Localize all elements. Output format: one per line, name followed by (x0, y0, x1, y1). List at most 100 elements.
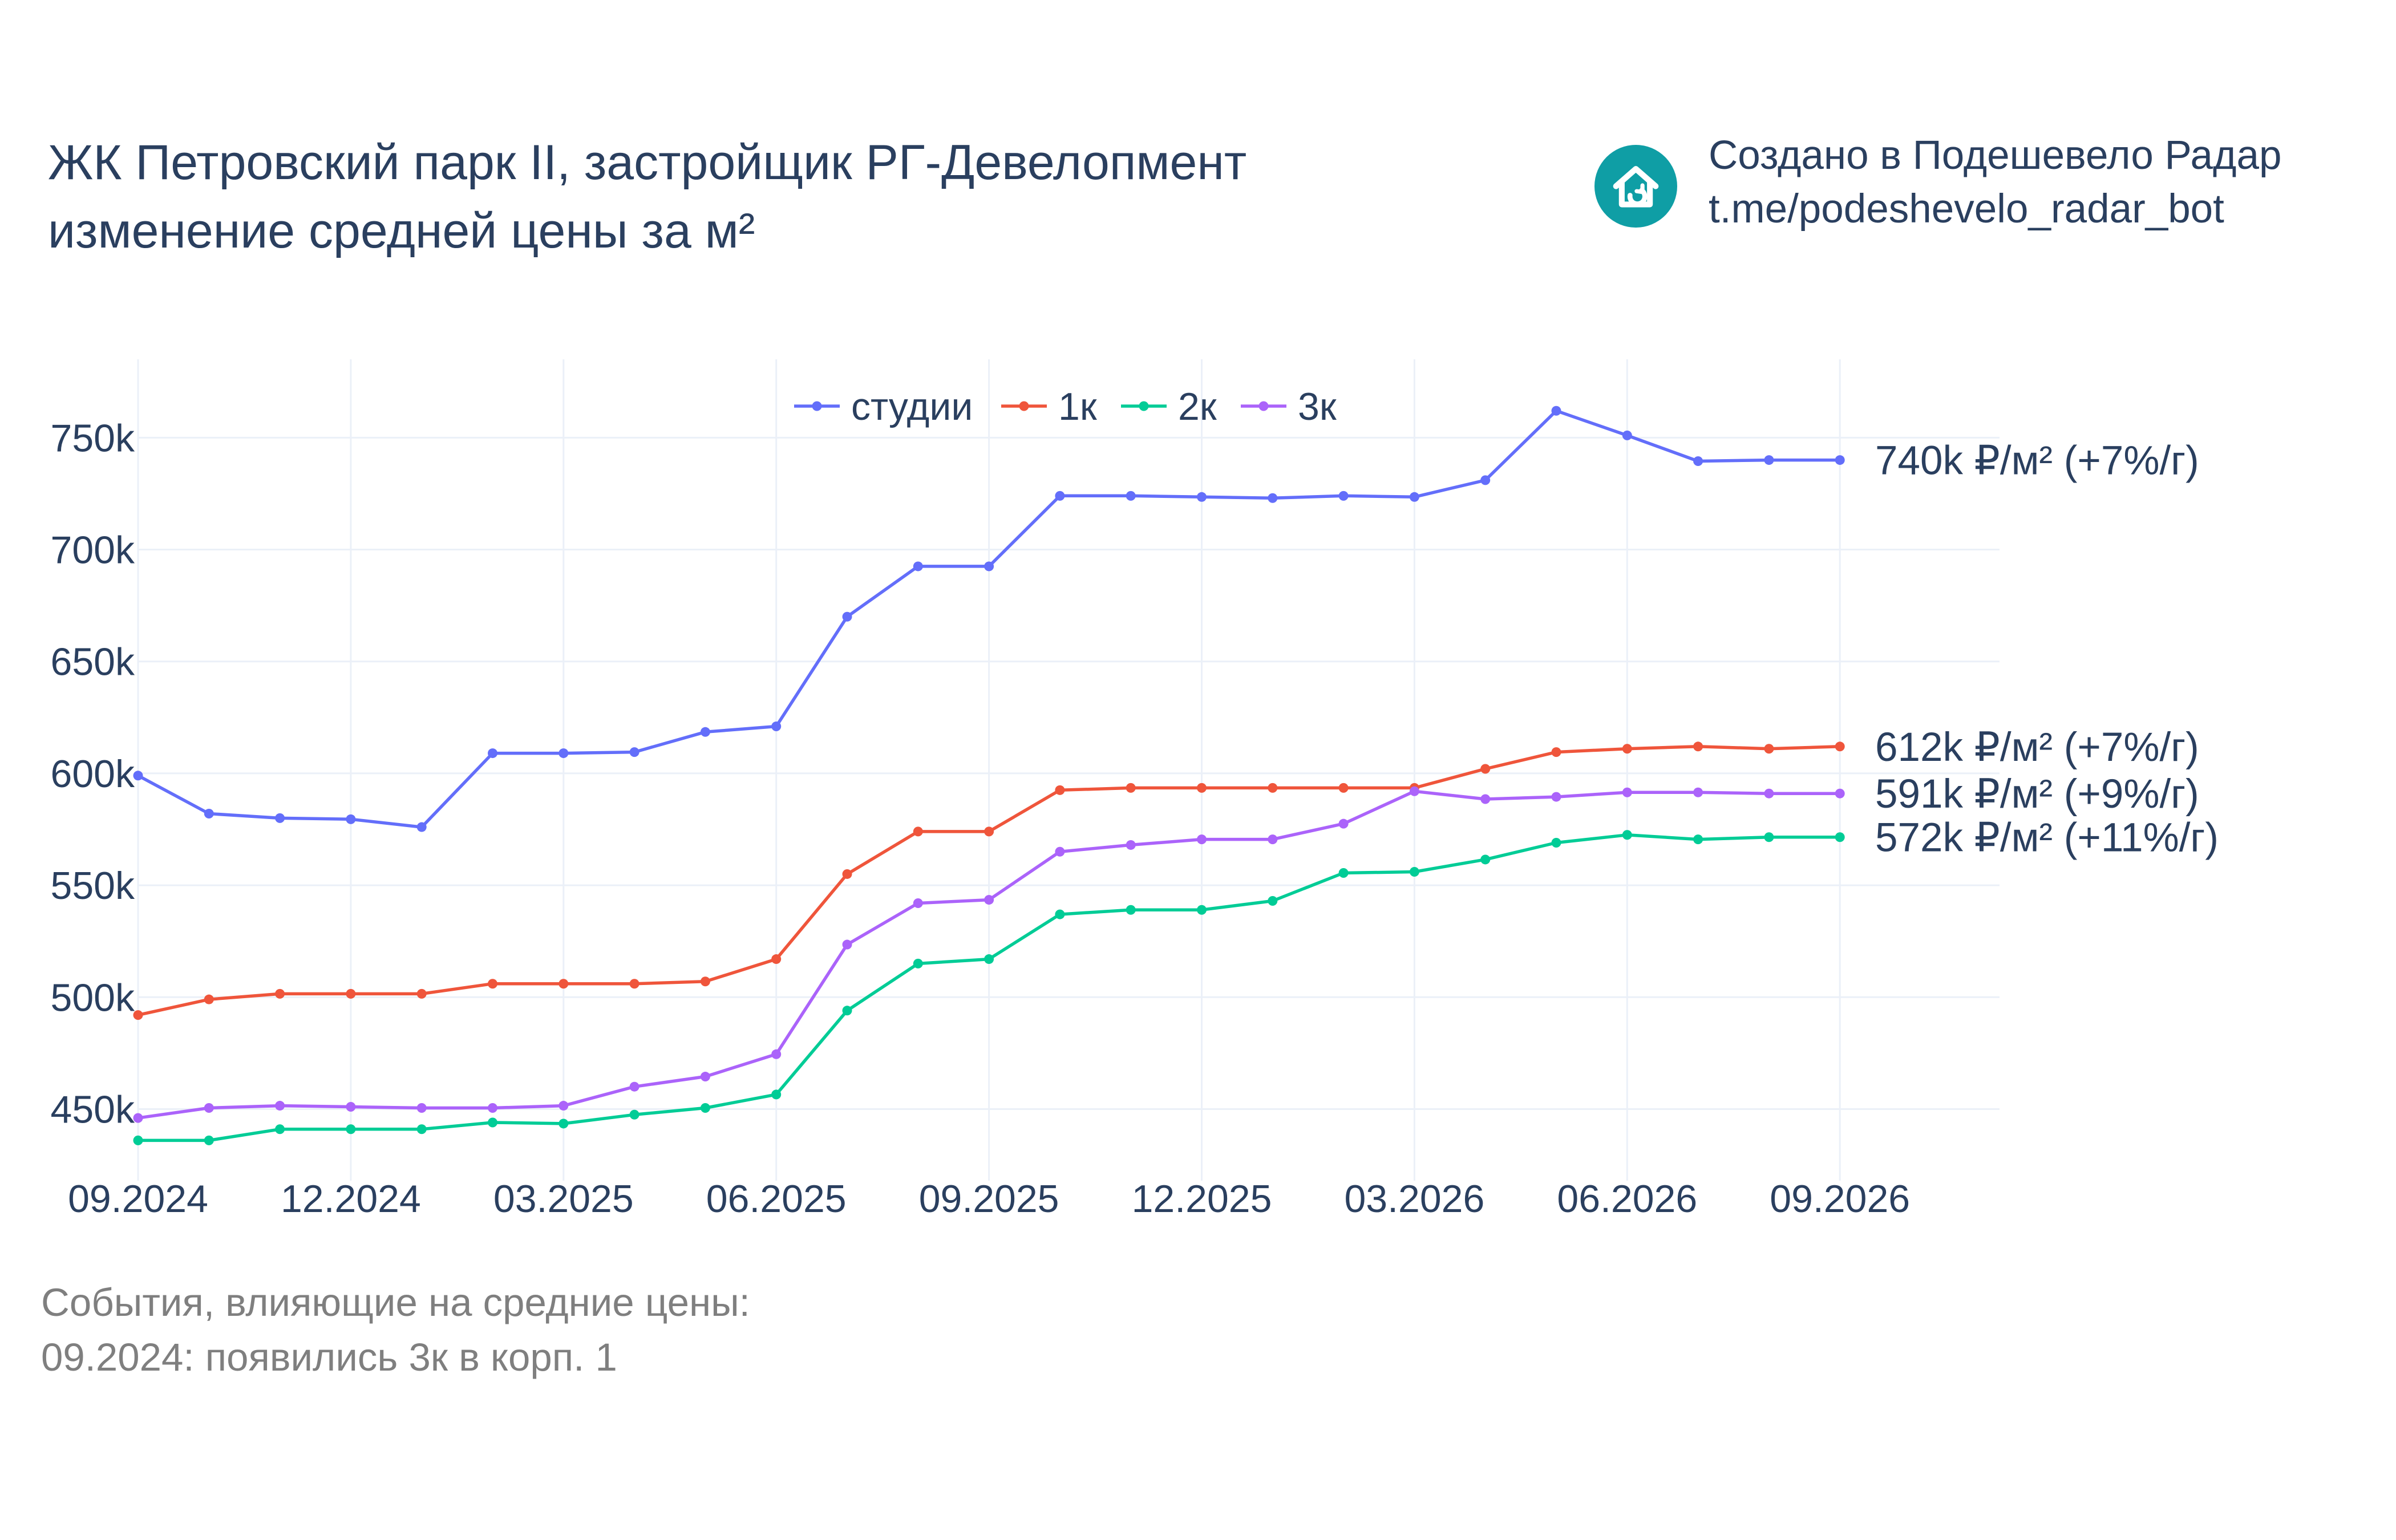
data-point (416, 1103, 427, 1113)
data-point (1693, 456, 1703, 467)
house-icon (1594, 145, 1677, 228)
data-point (771, 721, 782, 731)
data-point (346, 1124, 356, 1134)
data-point (346, 988, 356, 999)
series-2к (133, 830, 1845, 1145)
data-point (1338, 783, 1349, 793)
data-point (771, 1089, 782, 1100)
data-point (984, 561, 994, 572)
data-point (842, 1006, 852, 1016)
data-point (771, 1049, 782, 1059)
data-point (842, 869, 852, 879)
data-point (1835, 832, 1845, 842)
title-line-1: ЖК Петровский парк II, застройщик РГ-Дев… (48, 135, 1247, 190)
data-point (1055, 785, 1065, 795)
data-point (558, 1101, 569, 1111)
data-point (700, 1072, 710, 1082)
legend-item-1к: 1к (1001, 385, 1098, 428)
grid-lines (137, 359, 2000, 1181)
data-point (488, 748, 497, 759)
credit-text: Создано в Подешевело Радар t.me/podeshev… (1709, 129, 2281, 236)
data-point (346, 814, 356, 824)
x-tick-label: 06.2026 (1557, 1177, 1697, 1221)
data-point (1409, 867, 1419, 877)
notes-item: 09.2024: появились 3к в корп. 1 (41, 1335, 617, 1379)
data-point (1693, 741, 1703, 752)
y-tick-label: 750k (51, 416, 135, 460)
data-point (1622, 744, 1632, 754)
data-point (1551, 406, 1561, 416)
legend-label: 3к (1298, 385, 1337, 428)
data-point (629, 979, 640, 989)
data-point (416, 822, 427, 832)
legend: студии 1к 2к 3к (794, 385, 1337, 428)
data-point (1480, 764, 1491, 774)
legend-marker (812, 401, 822, 411)
data-point (1126, 491, 1136, 501)
data-point (488, 979, 497, 989)
data-point (913, 898, 923, 908)
data-point (984, 826, 994, 837)
data-point (771, 954, 782, 964)
legend-item-2к: 2к (1121, 385, 1217, 428)
legend-label: студии (851, 385, 973, 428)
data-point (1268, 493, 1278, 503)
series-студии (133, 406, 1845, 832)
data-point (629, 1081, 640, 1092)
data-point (1409, 492, 1419, 502)
data-point (346, 1102, 356, 1112)
data-point (416, 988, 427, 999)
data-point (1197, 492, 1207, 502)
data-point (984, 895, 994, 905)
y-tick-label: 550k (51, 864, 135, 907)
data-point (1197, 905, 1207, 915)
data-point (1622, 787, 1632, 797)
data-point (1197, 834, 1207, 845)
legend-marker (1258, 401, 1269, 411)
data-point (204, 809, 214, 819)
data-point (558, 748, 569, 759)
data-point (1055, 909, 1065, 919)
title-line-2: изменение средней цены за м² (48, 204, 755, 258)
data-point (1268, 896, 1278, 906)
notes-heading: События, влияющие на средние цены: (41, 1280, 750, 1324)
data-point (1268, 834, 1278, 845)
data-point (416, 1124, 427, 1134)
data-point (275, 1124, 285, 1134)
data-point (1055, 846, 1065, 857)
end-label: 612k ₽/м² (+7%/г) (1875, 725, 2199, 770)
data-point (558, 979, 569, 989)
data-point (1835, 788, 1845, 799)
x-tick-label: 03.2025 (493, 1177, 634, 1221)
data-point (1409, 786, 1419, 796)
data-point (1268, 783, 1278, 793)
data-point (1764, 832, 1774, 842)
data-point (1622, 430, 1632, 440)
series-lines (133, 406, 1845, 1145)
x-tick-label: 09.2026 (1770, 1177, 1910, 1221)
credit-line-2[interactable]: t.me/podeshevelo_radar_bot (1709, 187, 2224, 232)
x-tick-label: 06.2025 (706, 1177, 847, 1221)
data-point (204, 1103, 214, 1113)
series-3к (133, 786, 1845, 1123)
x-tick-label: 03.2026 (1344, 1177, 1484, 1221)
data-point (700, 1103, 710, 1113)
data-point (1551, 792, 1561, 802)
data-point (133, 1113, 143, 1123)
data-point (1338, 868, 1349, 878)
data-point (629, 1109, 640, 1120)
data-point (1126, 905, 1136, 915)
data-point (629, 747, 640, 757)
data-point (488, 1103, 497, 1113)
data-point (558, 1118, 569, 1129)
chart-title: ЖК Петровский парк II, застройщик РГ-Дев… (48, 128, 1246, 265)
end-labels: 740k ₽/м² (+7%/г) 612k ₽/м² (+7%/г) 572k ₽… (1875, 439, 2219, 861)
data-point (1055, 491, 1065, 501)
data-point (133, 1135, 143, 1145)
data-point (275, 988, 285, 999)
series-1к (133, 741, 1845, 1020)
data-point (1480, 854, 1491, 865)
legend-label: 1к (1058, 385, 1098, 428)
data-point (984, 954, 994, 964)
legend-marker (1019, 401, 1029, 411)
